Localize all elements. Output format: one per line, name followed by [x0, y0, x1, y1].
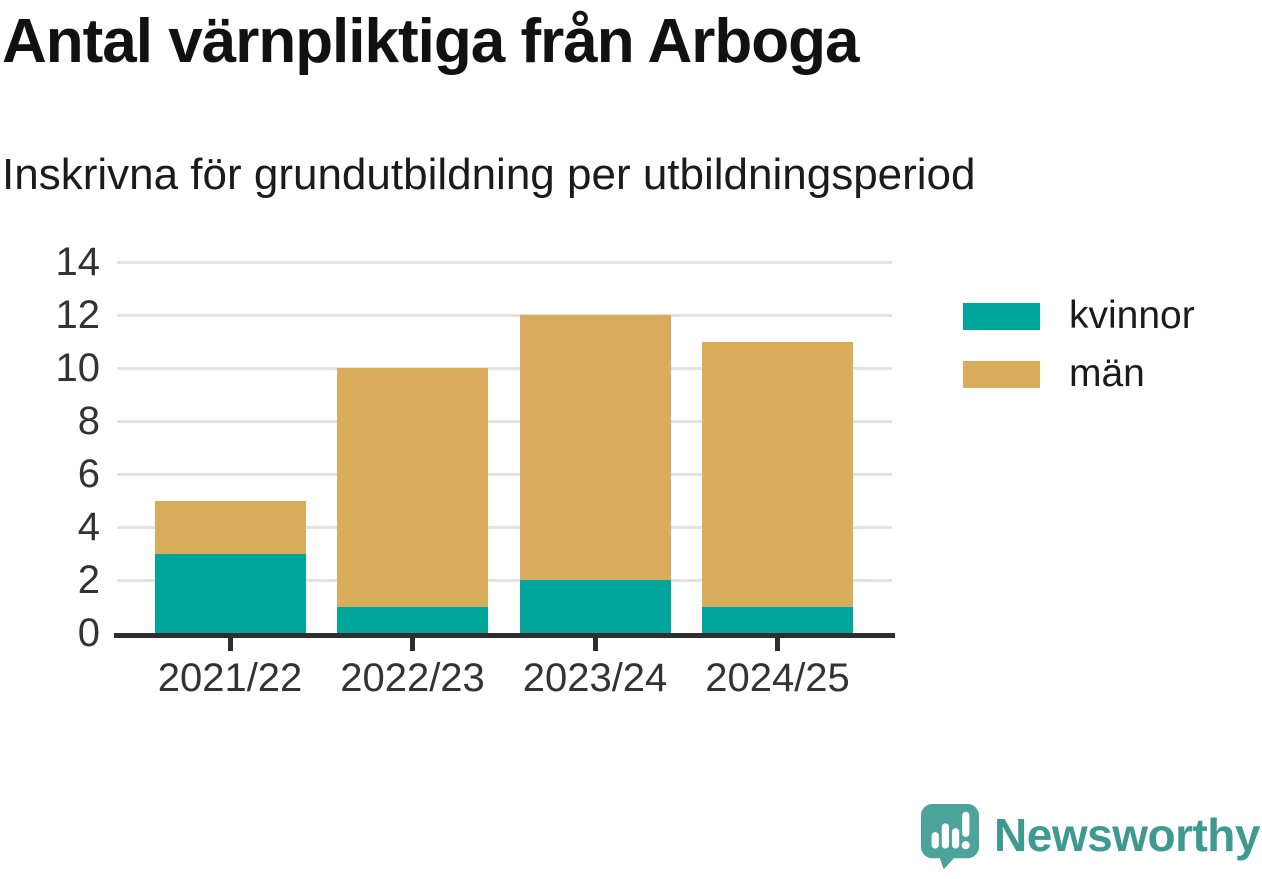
bar-group-2024-25	[702, 341, 853, 633]
legend-item-män: män	[963, 352, 1195, 396]
gridline-y12	[117, 313, 892, 317]
bar-segment-kvinnor-2023-24	[519, 580, 671, 633]
y-axis-label-12: 12	[55, 293, 101, 337]
bar-group-2022-23	[337, 368, 488, 633]
bar-segment-kvinnor-2022-23	[337, 606, 488, 633]
y-axis-label-4: 4	[77, 505, 100, 549]
bar-segment-män-2023-24	[519, 315, 671, 580]
gridline-y4	[117, 525, 892, 529]
bar-segment-män-2022-23	[337, 368, 488, 607]
legend-label-kvinnor: kvinnor	[1069, 294, 1195, 337]
bar-segment-kvinnor-2024-25	[702, 606, 853, 633]
x-tick-2022-23	[410, 634, 415, 651]
legend-swatch-män	[963, 360, 1040, 388]
legend-item-kvinnor: kvinnor	[963, 294, 1195, 338]
x-tick-2021-22	[227, 634, 233, 651]
x-tick-2023-24	[592, 634, 598, 651]
newsworthy-logo-text: Newsworthy	[994, 808, 1260, 861]
x-tick-2024-25	[775, 634, 780, 651]
gridline-y10	[117, 366, 892, 370]
gridline-y6	[117, 472, 892, 476]
x-axis-label-2022-23: 2022/23	[340, 656, 485, 700]
newsworthy-logo-icon	[919, 802, 981, 875]
legend-swatch-kvinnor	[963, 302, 1040, 330]
y-axis-label-8: 8	[77, 399, 100, 443]
y-axis-label-14: 14	[55, 240, 101, 284]
x-axis-line	[114, 633, 895, 638]
gridline-y8	[117, 419, 892, 423]
y-axis-label-0: 0	[77, 611, 100, 655]
x-axis-label-2021-22: 2021/22	[157, 656, 303, 700]
bar-segment-män-2021-22	[154, 500, 306, 554]
bar-segment-kvinnor-2021-22	[154, 553, 306, 633]
page-subtitle: Inskrivna för grundutbildning per utbild…	[2, 150, 976, 199]
y-axis-label-6: 6	[77, 452, 100, 496]
branding: Newsworthy	[919, 802, 1260, 875]
bar-segment-män-2024-25	[702, 341, 853, 607]
y-axis-label-2: 2	[77, 558, 100, 602]
x-axis-label-2023-24: 2023/24	[522, 656, 668, 700]
x-axis-label-2024-25: 2024/25	[705, 656, 850, 700]
legend: kvinnor män	[963, 294, 1195, 396]
legend-label-män: män	[1069, 352, 1145, 395]
bar-group-2021-22	[154, 500, 306, 633]
y-axis-label-10: 10	[55, 346, 101, 390]
gridline-y2	[117, 578, 892, 582]
gridline-y14	[117, 260, 892, 264]
plot-area	[114, 260, 895, 651]
bar-group-2023-24	[519, 315, 671, 633]
page-title: Antal värnpliktiga från Arboga	[2, 7, 859, 76]
